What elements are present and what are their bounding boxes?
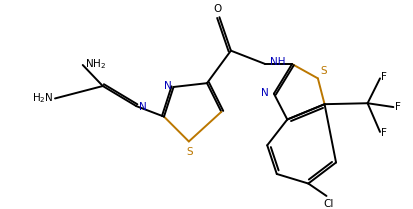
Text: F: F: [380, 73, 386, 82]
Text: N: N: [139, 102, 147, 112]
Text: S: S: [320, 65, 327, 75]
Text: S: S: [186, 147, 192, 157]
Text: O: O: [213, 4, 221, 14]
Text: NH: NH: [269, 57, 285, 67]
Text: H$_2$N: H$_2$N: [31, 92, 53, 105]
Text: F: F: [380, 128, 386, 138]
Text: Cl: Cl: [323, 199, 333, 209]
Text: F: F: [394, 102, 400, 112]
Text: N: N: [261, 88, 268, 98]
Text: NH$_2$: NH$_2$: [84, 57, 106, 71]
Text: N: N: [164, 81, 171, 91]
